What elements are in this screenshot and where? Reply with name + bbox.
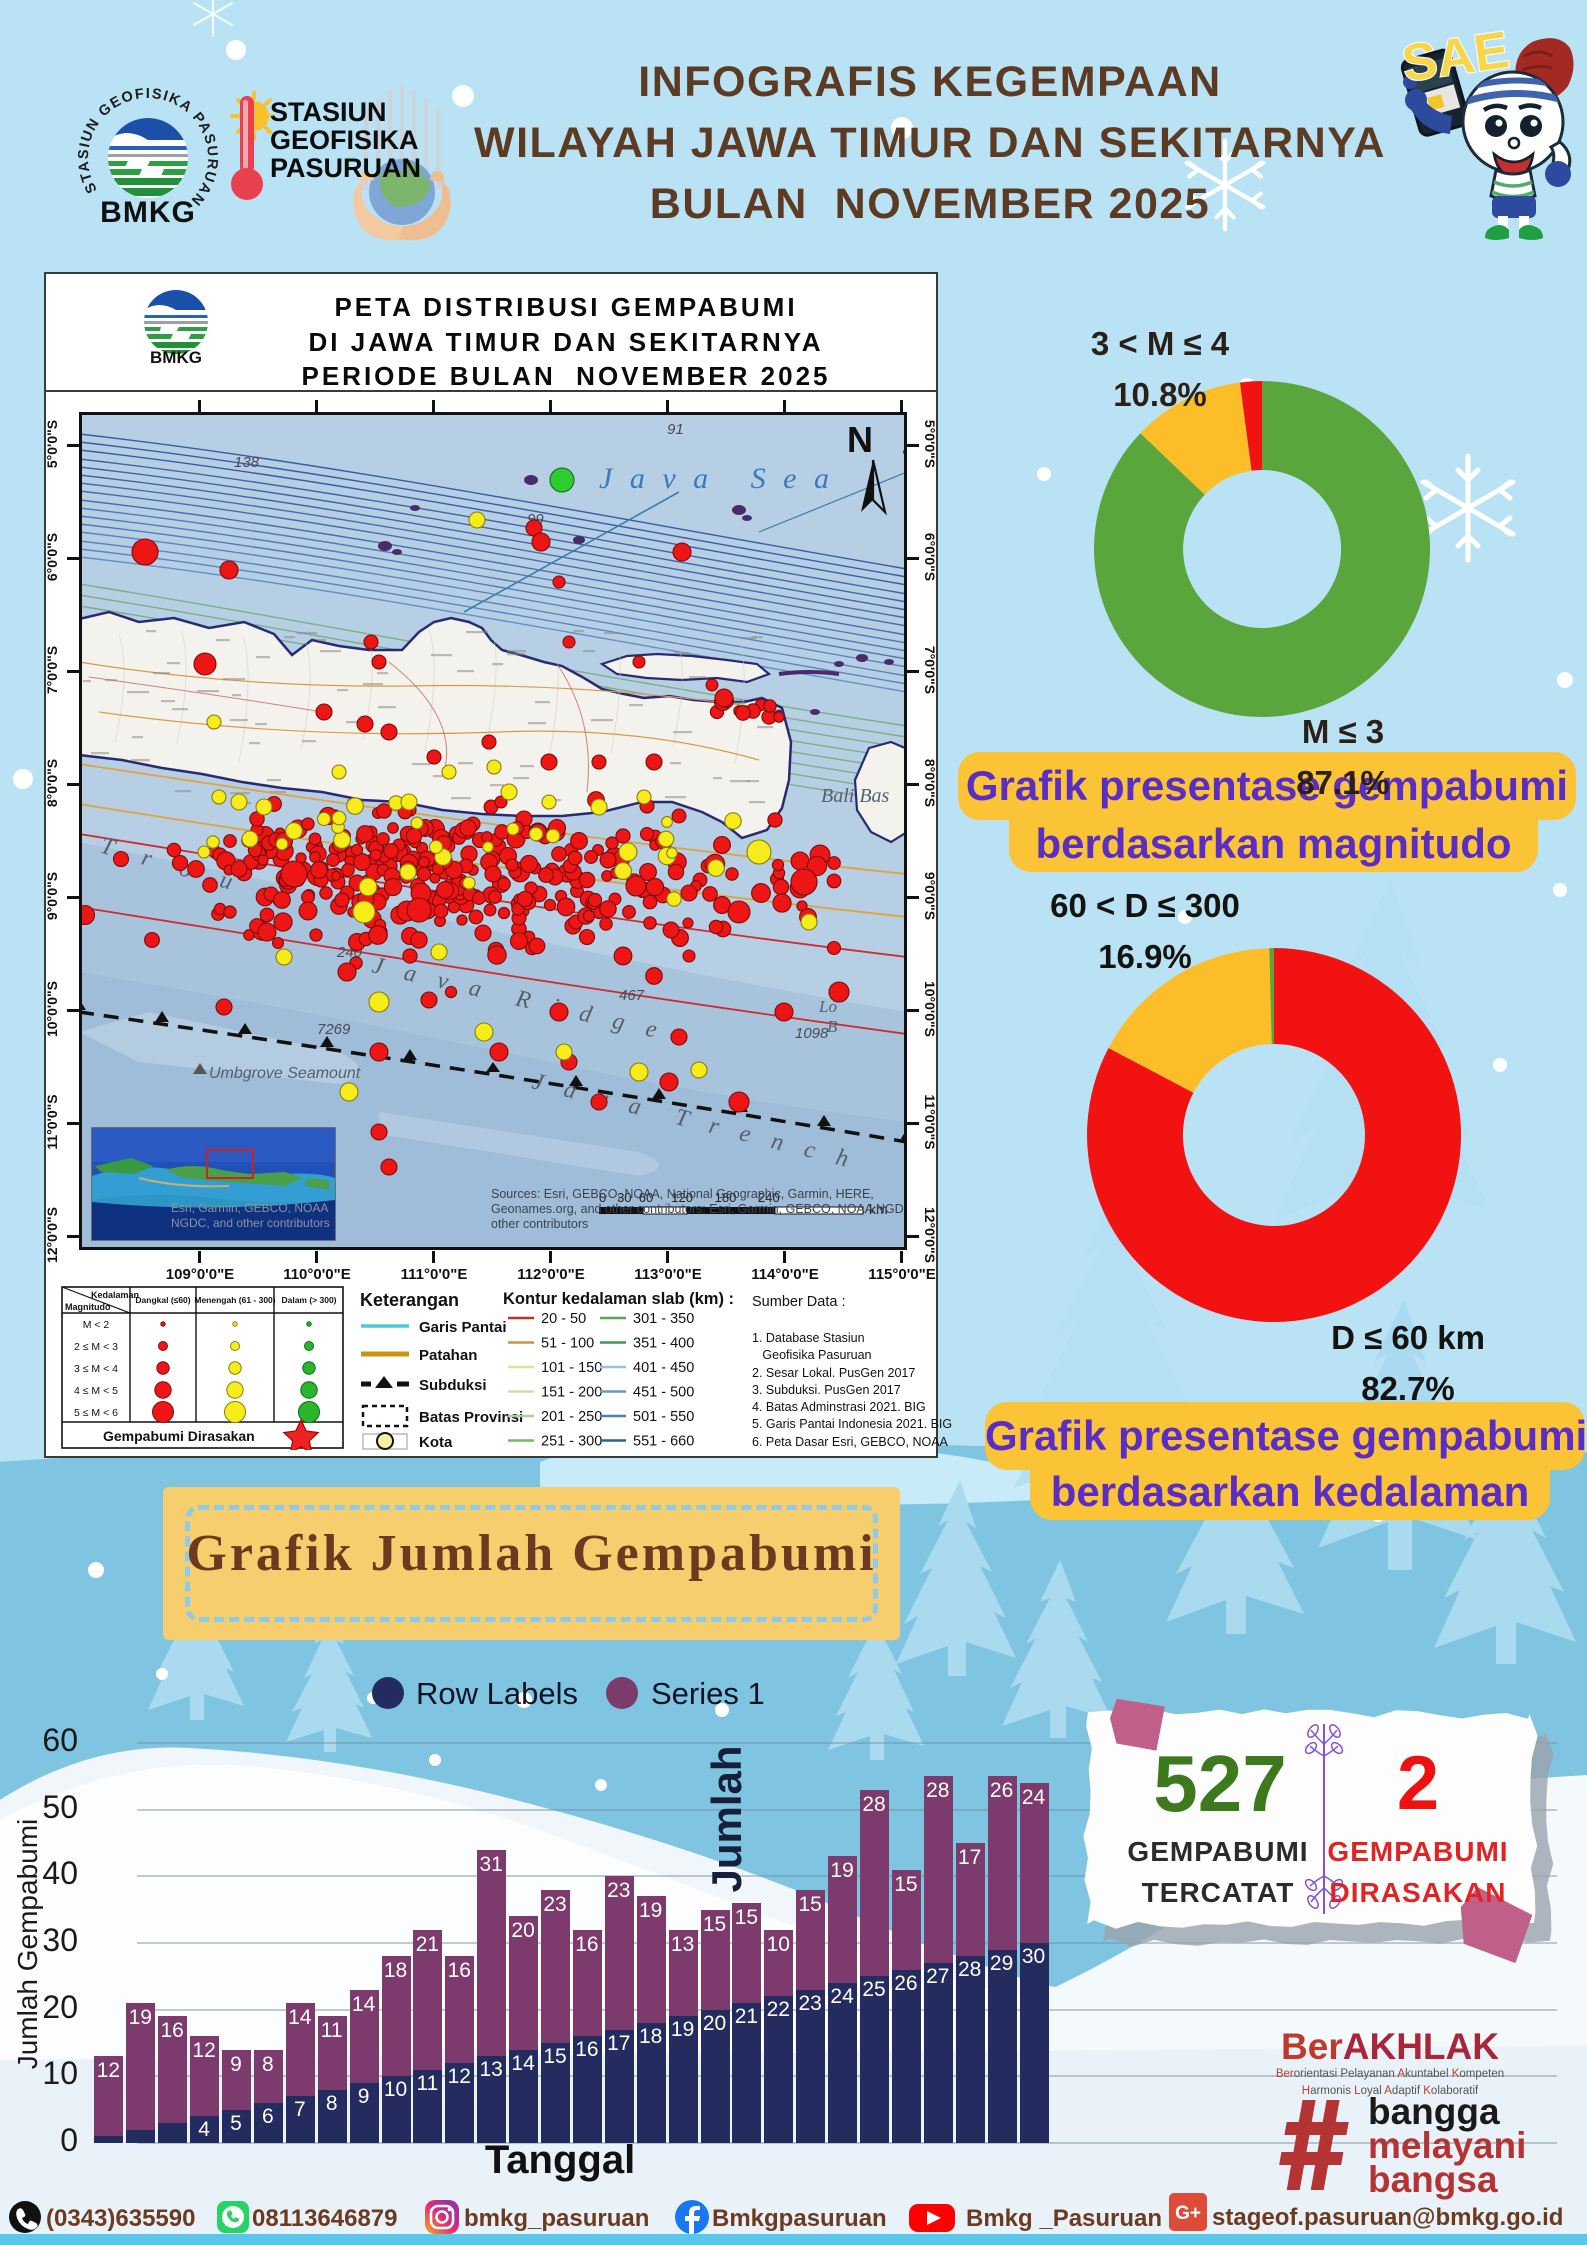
svg-text:Batas Provinsi: Batas Provinsi bbox=[419, 1409, 523, 1426]
svg-text:Magnitudo: Magnitudo bbox=[65, 1302, 111, 1312]
svg-text:0 30 60 120 180: 0 30 60 120 180 240 bbox=[599, 1190, 780, 1205]
svg-text:Subduksi: Subduksi bbox=[419, 1377, 487, 1394]
svg-text:467: 467 bbox=[619, 987, 645, 1004]
svg-text:7269: 7269 bbox=[317, 1021, 351, 1038]
svg-text:551 - 660: 551 - 660 bbox=[633, 1434, 694, 1447]
svg-text:Kota: Kota bbox=[419, 1434, 453, 1450]
svg-text:301 - 350: 301 - 350 bbox=[633, 1311, 694, 1327]
svg-text:G+: G+ bbox=[1175, 2203, 1201, 2224]
svg-text:Geonames.org, and other contri: Geonames.org, and other contributors: Es… bbox=[491, 1202, 907, 1216]
svg-text:Garis Pantai: Garis Pantai bbox=[419, 1319, 507, 1336]
svg-text:J a v a S e a: J a v a S e a bbox=[599, 462, 834, 495]
svg-text:20 - 50: 20 - 50 bbox=[541, 1311, 586, 1327]
svg-text:Bali Bas: Bali Bas bbox=[821, 785, 890, 807]
svg-text:Patahan: Patahan bbox=[419, 1347, 477, 1364]
svg-text:138: 138 bbox=[234, 454, 260, 471]
svg-text:151 - 200: 151 - 200 bbox=[541, 1385, 602, 1401]
svg-text:501 - 550: 501 - 550 bbox=[633, 1409, 694, 1425]
svg-text:Umbgrove Seamount: Umbgrove Seamount bbox=[209, 1065, 361, 1082]
svg-text:401 - 450: 401 - 450 bbox=[633, 1360, 694, 1376]
svg-text:351 - 400: 351 - 400 bbox=[633, 1336, 694, 1352]
svg-text:km: km bbox=[869, 1201, 888, 1217]
svg-text:Esri, Garmin, GEBCO, NOAA: Esri, Garmin, GEBCO, NOAA bbox=[171, 1201, 328, 1215]
svg-text:101 - 150: 101 - 150 bbox=[541, 1360, 602, 1376]
svg-text:4 ≤ M < 5: 4 ≤ M < 5 bbox=[74, 1385, 118, 1397]
svg-text:Dangkal (≤60): Dangkal (≤60) bbox=[135, 1295, 190, 1305]
svg-text:Menengah (61 - 300): Menengah (61 - 300) bbox=[194, 1295, 275, 1305]
svg-text:Dalam (> 300): Dalam (> 300) bbox=[281, 1295, 336, 1305]
svg-text:Lo: Lo bbox=[818, 997, 837, 1016]
svg-text:451 - 500: 451 - 500 bbox=[633, 1385, 694, 1401]
svg-text:Sources: Esri, GEBCO, NOAA, Na: Sources: Esri, GEBCO, NOAA, National Geo… bbox=[491, 1187, 874, 1201]
svg-text:Gempabumi Dirasakan: Gempabumi Dirasakan bbox=[103, 1428, 255, 1444]
svg-text:3 ≤ M < 4: 3 ≤ M < 4 bbox=[74, 1363, 118, 1375]
svg-text:251 - 300: 251 - 300 bbox=[541, 1434, 602, 1447]
svg-text:91: 91 bbox=[667, 421, 684, 438]
svg-text:51 - 100: 51 - 100 bbox=[541, 1336, 594, 1352]
svg-text:BMKG: BMKG bbox=[150, 348, 202, 364]
svg-text:1098: 1098 bbox=[795, 1025, 829, 1042]
svg-text:201 - 250: 201 - 250 bbox=[541, 1409, 602, 1425]
svg-text:5 ≤ M < 6: 5 ≤ M < 6 bbox=[74, 1407, 118, 1419]
svg-text:B: B bbox=[827, 1017, 838, 1036]
svg-text:N: N bbox=[847, 419, 873, 460]
svg-text:other contributors: other contributors bbox=[491, 1217, 588, 1231]
svg-text:2 ≤ M < 3: 2 ≤ M < 3 bbox=[74, 1341, 118, 1353]
svg-text:NGDC, and other contributors: NGDC, and other contributors bbox=[171, 1216, 330, 1230]
svg-text:Kedalaman: Kedalaman bbox=[91, 1290, 139, 1300]
svg-text:M < 2: M < 2 bbox=[83, 1319, 110, 1331]
